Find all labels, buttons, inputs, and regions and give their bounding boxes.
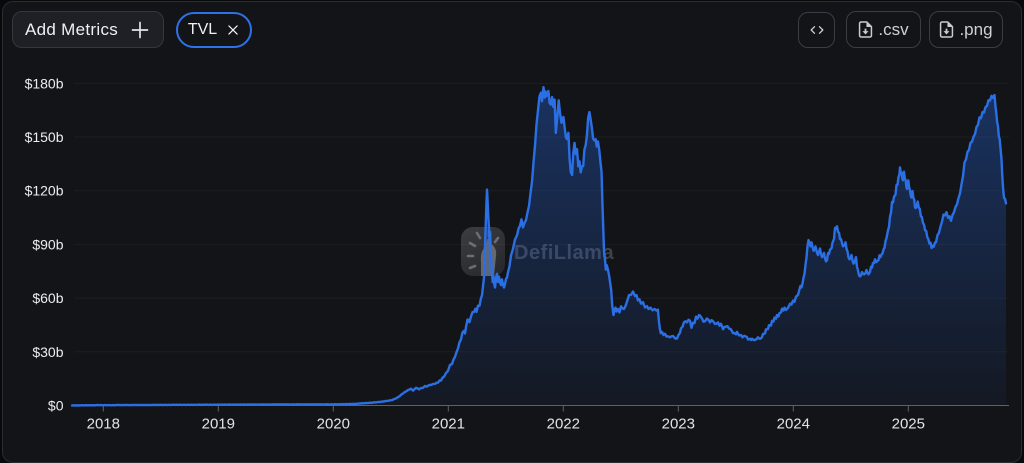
svg-text:$60b: $60b (32, 290, 63, 306)
svg-text:2021: 2021 (432, 416, 465, 433)
svg-text:$30b: $30b (32, 344, 63, 360)
svg-text:2024: 2024 (777, 416, 810, 433)
svg-text:$150b: $150b (25, 129, 64, 145)
svg-text:2019: 2019 (202, 416, 235, 433)
svg-text:2025: 2025 (892, 416, 925, 433)
svg-text:2022: 2022 (547, 416, 580, 433)
svg-text:$0: $0 (48, 398, 64, 414)
svg-text:2023: 2023 (662, 416, 695, 433)
svg-text:2020: 2020 (317, 416, 350, 433)
svg-text:$180b: $180b (25, 75, 64, 91)
svg-text:$90b: $90b (32, 236, 63, 252)
svg-text:2018: 2018 (87, 416, 120, 433)
svg-text:$120b: $120b (25, 183, 64, 199)
